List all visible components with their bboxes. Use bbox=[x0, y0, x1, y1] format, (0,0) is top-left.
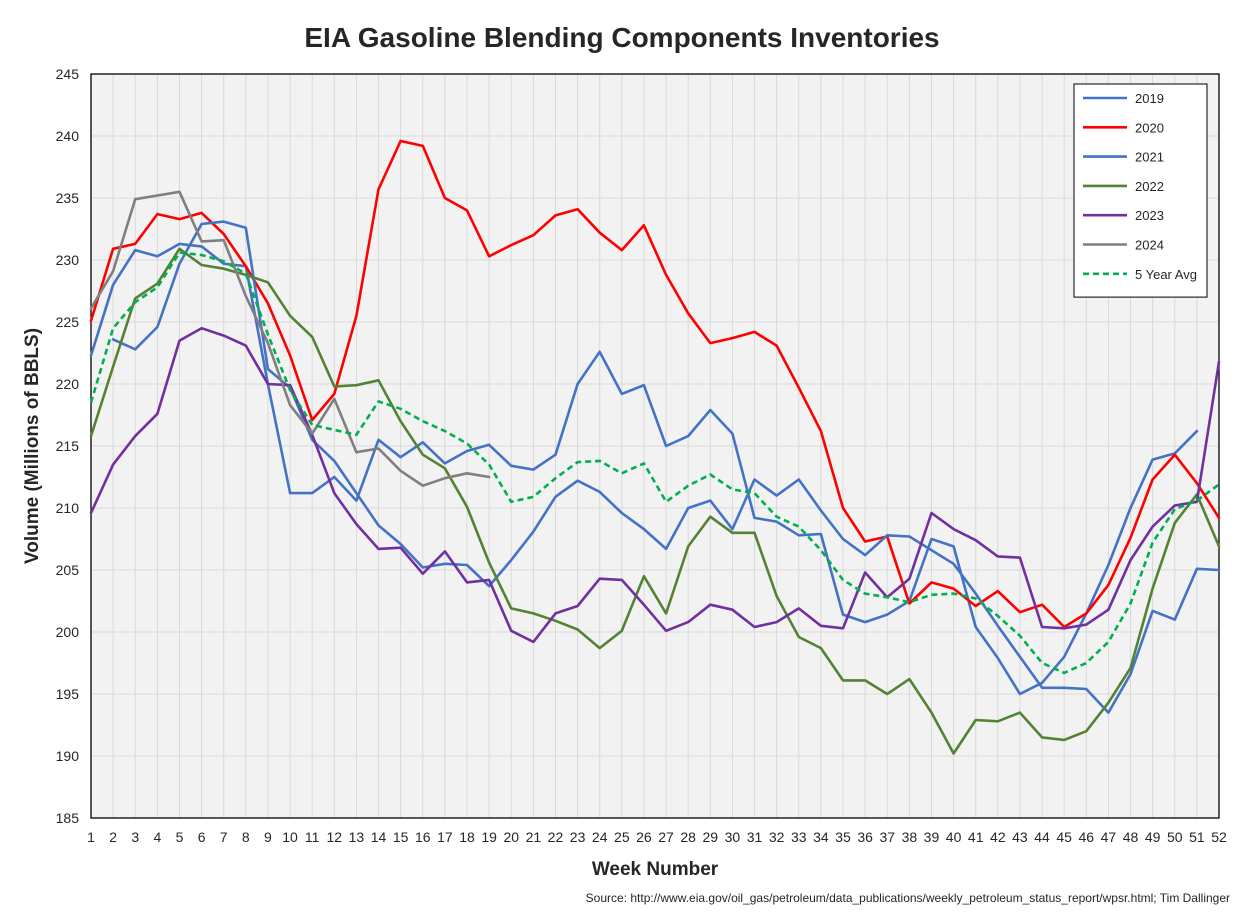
x-tick-label: 13 bbox=[349, 829, 365, 845]
x-tick-label: 33 bbox=[791, 829, 807, 845]
plot-border bbox=[90, 73, 1220, 819]
y-tick-label: 200 bbox=[56, 624, 80, 640]
x-tick-label: 10 bbox=[282, 829, 298, 845]
x-tick-label: 11 bbox=[305, 829, 320, 845]
y-tick-label: 215 bbox=[56, 438, 80, 454]
axes: 1851901952002052102152202252302352402451… bbox=[56, 66, 1227, 845]
x-tick-label: 38 bbox=[902, 829, 918, 845]
y-tick-label: 220 bbox=[56, 376, 80, 392]
series-line-5-year-avg bbox=[89, 251, 1220, 675]
legend-label-2020: 2020 bbox=[1135, 120, 1164, 135]
series-line-2019 bbox=[89, 242, 1199, 696]
legend-label-5-year-avg: 5 Year Avg bbox=[1135, 267, 1197, 282]
x-tick-label: 29 bbox=[703, 829, 719, 845]
x-tick-label: 31 bbox=[747, 829, 763, 845]
x-tick-label: 9 bbox=[264, 829, 272, 845]
legend-box bbox=[1073, 83, 1208, 298]
x-tick-label: 46 bbox=[1079, 829, 1095, 845]
x-tick-label: 51 bbox=[1189, 829, 1205, 845]
x-tick-label: 47 bbox=[1101, 829, 1117, 845]
x-tick-label: 6 bbox=[198, 829, 206, 845]
y-tick-label: 235 bbox=[56, 190, 80, 206]
series-line-2020 bbox=[89, 139, 1221, 629]
x-tick-label: 22 bbox=[548, 829, 564, 845]
x-tick-label: 1 bbox=[87, 829, 95, 845]
x-tick-label: 14 bbox=[371, 829, 387, 845]
x-tick-label: 18 bbox=[459, 829, 475, 845]
x-tick-label: 21 bbox=[526, 829, 542, 845]
legend-label-2019: 2019 bbox=[1135, 91, 1164, 106]
x-tick-label: 52 bbox=[1211, 829, 1227, 845]
series-lines bbox=[89, 139, 1221, 755]
x-tick-label: 26 bbox=[636, 829, 652, 845]
x-tick-label: 37 bbox=[879, 829, 895, 845]
x-tick-label: 36 bbox=[857, 829, 873, 845]
legend-label-2023: 2023 bbox=[1135, 208, 1164, 223]
y-tick-label: 195 bbox=[56, 686, 80, 702]
x-tick-label: 40 bbox=[946, 829, 962, 845]
x-tick-label: 25 bbox=[614, 829, 630, 845]
x-tick-label: 4 bbox=[153, 829, 161, 845]
y-tick-label: 240 bbox=[56, 128, 80, 144]
x-tick-label: 35 bbox=[835, 829, 851, 845]
x-tick-label: 44 bbox=[1034, 829, 1050, 845]
x-tick-label: 5 bbox=[176, 829, 184, 845]
x-tick-label: 41 bbox=[968, 829, 984, 845]
x-tick-label: 43 bbox=[1012, 829, 1028, 845]
x-tick-label: 20 bbox=[503, 829, 519, 845]
y-tick-label: 230 bbox=[56, 252, 80, 268]
chart-title: EIA Gasoline Blending Components Invento… bbox=[304, 22, 939, 53]
x-tick-label: 32 bbox=[769, 829, 785, 845]
x-tick-label: 39 bbox=[924, 829, 940, 845]
x-tick-label: 15 bbox=[393, 829, 409, 845]
legend-label-2024: 2024 bbox=[1135, 238, 1164, 253]
x-tick-label: 45 bbox=[1056, 829, 1072, 845]
x-tick-label: 8 bbox=[242, 829, 250, 845]
x-tick-label: 2 bbox=[109, 829, 117, 845]
series-line-2023 bbox=[89, 326, 1221, 644]
x-tick-label: 16 bbox=[415, 829, 431, 845]
x-tick-label: 28 bbox=[680, 829, 696, 845]
series-line-2022 bbox=[89, 247, 1221, 755]
x-tick-label: 49 bbox=[1145, 829, 1161, 845]
series-line-2021 bbox=[111, 220, 1221, 714]
y-tick-label: 205 bbox=[56, 562, 80, 578]
x-tick-label: 34 bbox=[813, 829, 829, 845]
y-tick-label: 210 bbox=[56, 500, 80, 516]
y-tick-label: 185 bbox=[56, 810, 80, 826]
x-tick-label: 48 bbox=[1123, 829, 1139, 845]
x-tick-label: 50 bbox=[1167, 829, 1183, 845]
x-tick-label: 3 bbox=[131, 829, 139, 845]
y-tick-label: 190 bbox=[56, 748, 80, 764]
x-tick-label: 19 bbox=[481, 829, 497, 845]
x-tick-label: 12 bbox=[327, 829, 343, 845]
grid-lines bbox=[90, 73, 1220, 819]
y-tick-label: 245 bbox=[56, 66, 80, 82]
x-tick-label: 27 bbox=[658, 829, 674, 845]
y-axis-title: Volume (Millions of BBLS) bbox=[22, 328, 43, 564]
x-tick-label: 30 bbox=[725, 829, 741, 845]
legend-label-2021: 2021 bbox=[1135, 150, 1164, 165]
x-tick-label: 42 bbox=[990, 829, 1006, 845]
x-tick-label: 24 bbox=[592, 829, 608, 845]
x-tick-label: 7 bbox=[220, 829, 228, 845]
legend-label-2022: 2022 bbox=[1135, 179, 1164, 194]
x-tick-label: 17 bbox=[437, 829, 453, 845]
source-note: Source: http://www.eia.gov/oil_gas/petro… bbox=[586, 891, 1230, 905]
x-axis-title: Week Number bbox=[592, 859, 719, 880]
y-tick-label: 225 bbox=[56, 314, 80, 330]
series-line-2024 bbox=[89, 190, 491, 487]
legend: 2019 2020 2021 2022 2023 2024 5 Year Avg bbox=[1073, 83, 1208, 298]
x-tick-label: 23 bbox=[570, 829, 586, 845]
